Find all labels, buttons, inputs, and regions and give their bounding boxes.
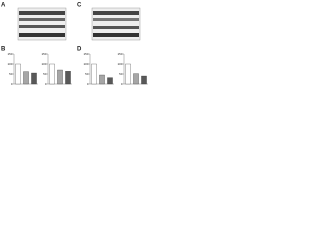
- bar: [99, 74, 105, 85]
- y-tick-label: 100: [7, 62, 12, 66]
- y-tick-label: 150: [7, 52, 12, 56]
- bar: [125, 63, 131, 85]
- y-tick-label: 0: [87, 82, 89, 86]
- y-tick-label: 50: [119, 72, 123, 76]
- y-tick-label: 150: [117, 52, 122, 56]
- y-tick-label: 50: [85, 72, 89, 76]
- blot: [91, 7, 141, 41]
- panel-letter: B: [1, 47, 6, 53]
- figure: A B C D 0 50 100 150 0 50 100 150 0 50 100 150 0 50 10…: [1, 3, 148, 86]
- y-tick-label: 100: [117, 62, 122, 66]
- y-tick-label: 100: [41, 62, 46, 66]
- bar: [57, 69, 63, 85]
- y-tick-label: 0: [45, 82, 47, 86]
- blot: [17, 7, 67, 41]
- bar: [141, 75, 147, 85]
- y-tick-label: 50: [9, 72, 13, 76]
- bar: [65, 71, 71, 85]
- bar: [23, 71, 29, 85]
- panel-letter: A: [1, 3, 6, 9]
- y-tick-label: 150: [41, 52, 46, 56]
- bar: [15, 63, 21, 85]
- y-tick-label: 50: [43, 72, 47, 76]
- bar: [133, 73, 139, 85]
- panel-letter: C: [77, 3, 82, 9]
- y-tick-label: 0: [11, 82, 13, 86]
- y-tick-label: 0: [121, 82, 123, 86]
- panel-letter: D: [77, 47, 82, 53]
- bar: [31, 72, 37, 85]
- bar: [107, 77, 113, 85]
- bar: [49, 63, 55, 85]
- y-tick-label: 100: [83, 62, 88, 66]
- bar: [91, 63, 97, 85]
- y-tick-label: 150: [83, 52, 88, 56]
